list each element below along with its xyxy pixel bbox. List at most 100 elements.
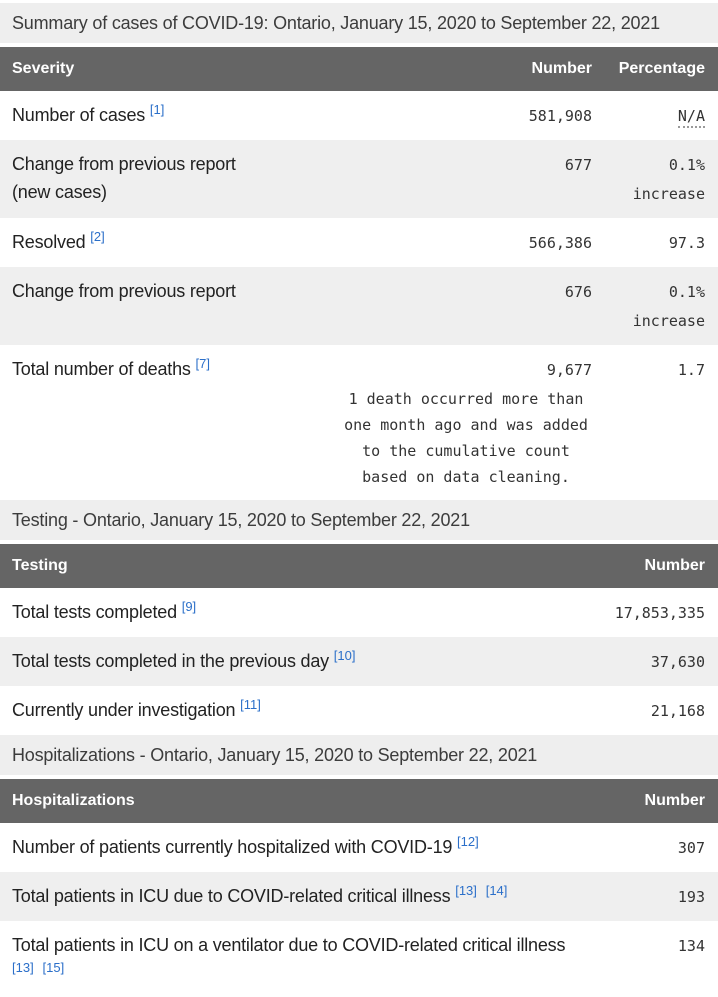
row-label: Total tests completed [12,602,177,622]
row-label: Total number of deaths [12,359,191,379]
number-cell: 9,677 1 death occurred more than one mont… [344,345,592,500]
footnote-link[interactable]: [13] [12,960,34,975]
footnote-sup: [14] [486,882,508,899]
percentage-cell: 1.7 [592,345,718,500]
number-value: 17,853,335 [614,604,705,622]
row-label-cell: Number of patients currently hospitalize… [0,823,586,872]
footnote-link[interactable]: [2] [90,229,105,244]
row-label-cell: Resolved [2] [0,218,442,267]
row-label-cell: Total tests completed [9] [0,588,586,637]
number-value: 9,677 [546,361,592,379]
row-label-cell: Total patients in ICU on a ventilator du… [0,921,586,997]
footnote-link[interactable]: [9] [181,599,197,614]
table-row: Number of cases [1] 581,908 N/A [0,91,718,140]
row-label-cell: Total tests completed in the previous da… [0,637,586,686]
footnote-sup: [7] [196,355,210,372]
footnote-link[interactable]: [1] [149,102,165,117]
footnote-link[interactable]: [10] [333,648,356,663]
table-row: Total tests completed in the previous da… [0,637,718,686]
footnote-sup: [13] [12,959,34,976]
data-cleaning-note: 1 death occurred more than one month ago… [344,390,588,486]
row-label-cell: Total number of deaths [7] [0,345,442,500]
column-header-label: Severity [0,47,442,91]
table-row: Resolved [2] 566,386 97.3 [0,218,718,267]
row-label-line: Change from previous report [12,154,236,174]
number-cell: 134 [586,921,718,997]
percentage-cell: 0.1% increase [592,267,718,345]
covid-summary-page: Summary of cases of COVID-19: Ontario, J… [0,3,718,997]
row-label-cell: Change from previous report (new cases) [0,140,442,218]
na-abbr: N/A [677,107,705,128]
table-row: Currently under investigation [11] 21,168 [0,686,718,735]
column-header-number: Number [442,47,592,91]
footnote-sup: [1] [150,101,164,118]
row-label: Number of cases [12,105,146,125]
header-row: Severity Number Percentage [0,47,718,91]
percentage-cell: 97.3 [592,218,718,267]
number-cell: 307 [586,823,718,872]
number-cell: 17,853,335 [586,588,718,637]
number-value: 193 [677,888,705,906]
header-row: Hospitalizations Number [0,779,718,823]
percentage-value: 0.1% increase [632,283,705,330]
section-caption: Summary of cases of COVID-19: Ontario, J… [0,3,718,43]
percentage-value: 0.1% increase [632,156,705,203]
footnote-link[interactable]: [15] [42,960,65,975]
number-value: 581,908 [528,107,592,125]
table-row: Total patients in ICU due to COVID-relat… [0,872,718,921]
number-value: 307 [677,839,705,857]
row-label-cell: Total patients in ICU due to COVID-relat… [0,872,586,921]
number-value: 677 [564,156,592,174]
row-label: Number of patients currently hospitalize… [12,837,453,857]
number-value: 566,386 [528,234,592,252]
column-header-percentage: Percentage [592,47,718,91]
number-value: 134 [677,937,705,955]
data-table: Severity Number Percentage Number of cases … [0,47,718,500]
footnote-link[interactable]: [12] [457,834,479,849]
row-label: Resolved [12,232,86,252]
number-cell: 566,386 [442,218,592,267]
percentage-value: 1.7 [677,361,705,379]
footnote-sup: [10] [334,647,356,664]
row-label: Total patients in ICU on a ventilator du… [12,935,566,955]
number-value: 676 [564,283,592,301]
footnote-link[interactable]: [13] [455,883,477,898]
number-value: 21,168 [650,702,705,720]
row-label: Total patients in ICU due to COVID-relat… [12,886,451,906]
number-cell: 21,168 [586,686,718,735]
number-cell: 677 [442,140,592,218]
table-row: Number of patients currently hospitalize… [0,823,718,872]
footnote-sup: [12] [457,833,479,850]
percentage-value: 97.3 [668,234,705,252]
footnote-link[interactable]: [11] [240,697,261,712]
table-row: Total patients in ICU on a ventilator du… [0,921,718,997]
table-row: Change from previous report (new cases) 67… [0,140,718,218]
footnote-link[interactable]: [7] [195,356,210,371]
table-row: Change from previous report 676 0.1% incre… [0,267,718,345]
footnote-sup: [9] [182,598,196,615]
row-label-cell: Number of cases [1] [0,91,442,140]
footnote-sup: [11] [240,696,261,713]
footnote-sup: [15] [43,959,65,976]
column-header-number: Number [586,544,718,588]
row-label-line: (new cases) [12,182,107,202]
header-row: Testing Number [0,544,718,588]
column-header-label: Hospitalizations [0,779,586,823]
percentage-cell: N/A [592,91,718,140]
row-label: Change from previous report [12,281,236,301]
footnote-link[interactable]: [14] [485,883,508,898]
column-header-number: Number [586,779,718,823]
table-row: Total tests completed [9] 17,853,335 [0,588,718,637]
data-table: Hospitalizations Number Number of patients… [0,779,718,997]
row-label-cell: Change from previous report [0,267,442,345]
number-cell: 676 [442,267,592,345]
data-table: Testing Number Total tests completed [9] 17… [0,544,718,735]
table-row: Total number of deaths [7] 9,677 1 death o… [0,345,718,500]
row-label: Total tests completed in the previous da… [12,651,329,671]
number-value: 37,630 [650,653,705,671]
number-cell: 581,908 [442,91,592,140]
section-caption: Hospitalizations - Ontario, January 15, … [0,735,718,775]
footnote-sup: [2] [90,228,104,245]
row-label: Currently under investigation [12,700,236,720]
row-label-cell: Currently under investigation [11] [0,686,586,735]
